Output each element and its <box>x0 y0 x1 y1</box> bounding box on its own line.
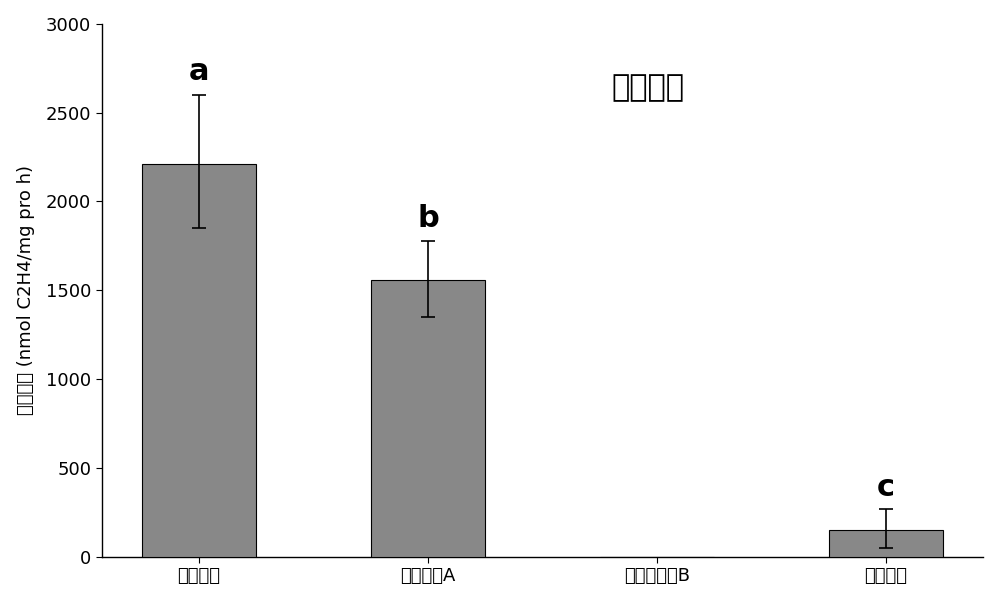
Y-axis label: 固氮酶活 (nmol C2H4/mg pro h): 固氮酶活 (nmol C2H4/mg pro h) <box>17 166 35 415</box>
Text: c: c <box>877 473 895 502</box>
Text: b: b <box>417 205 439 234</box>
Text: a: a <box>189 57 209 86</box>
Bar <box>371 279 485 557</box>
Text: 微氧条件: 微氧条件 <box>612 73 685 102</box>
Bar <box>142 164 256 557</box>
Bar <box>829 530 943 557</box>
